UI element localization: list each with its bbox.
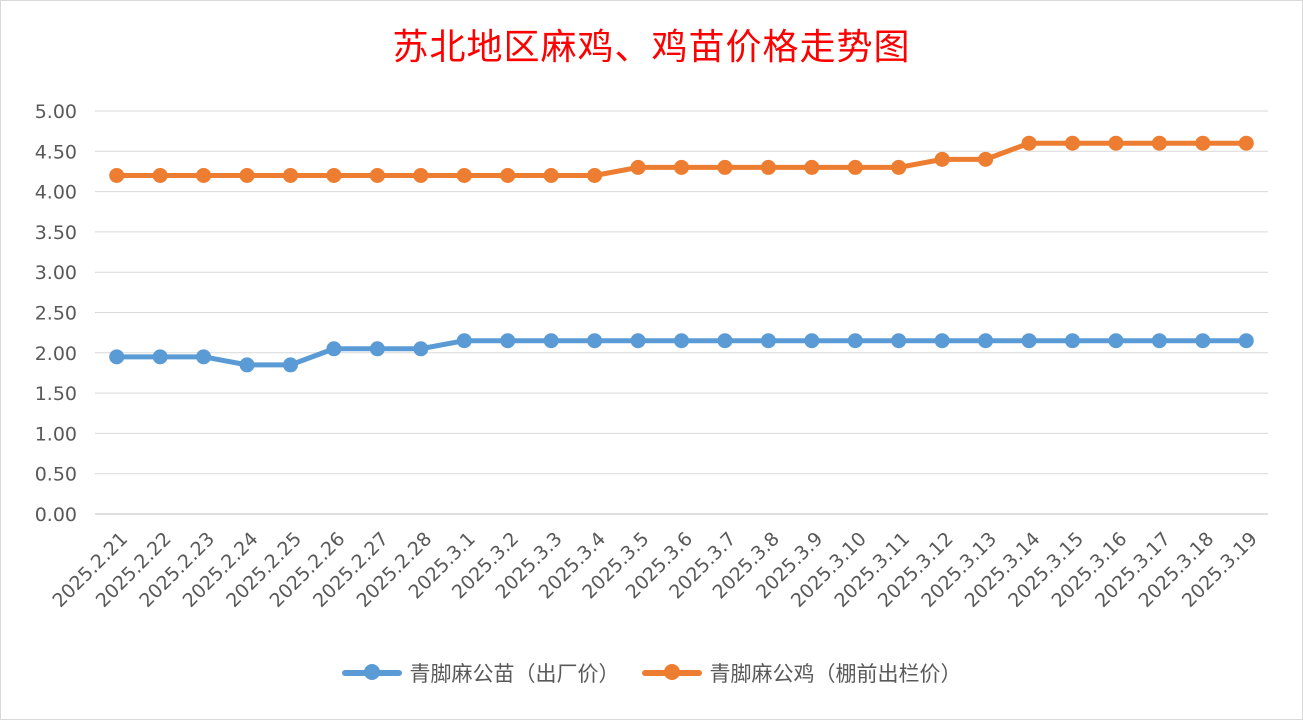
data-point-series-1: [1151, 135, 1167, 151]
data-point-series-0: [543, 333, 559, 349]
data-point-series-1: [326, 167, 342, 183]
data-point-series-1: [760, 159, 776, 175]
data-point-series-1: [1238, 135, 1254, 151]
data-point-series-0: [1151, 333, 1167, 349]
legend-marker-rooster: [641, 664, 702, 680]
data-point-series-0: [196, 349, 212, 365]
data-point-series-0: [1065, 333, 1080, 349]
data-point-series-0: [717, 333, 733, 349]
legend-item-rooster: 青脚麻公鸡（棚前出栏价）: [641, 658, 962, 688]
y-tick-label: 2.50: [35, 303, 77, 325]
data-point-series-1: [500, 167, 516, 183]
legend: 青脚麻公苗（出厂价） 青脚麻公鸡（棚前出栏价）: [0, 658, 1303, 688]
data-point-series-0: [630, 333, 646, 349]
data-point-series-1: [1021, 135, 1037, 151]
data-point-series-0: [1021, 333, 1037, 349]
data-point-series-0: [587, 333, 603, 349]
y-tick-label: 2.00: [35, 343, 77, 365]
data-point-series-1: [369, 167, 385, 183]
data-point-series-1: [804, 159, 820, 175]
legend-label-rooster: 青脚麻公鸡（棚前出栏价）: [709, 662, 962, 686]
y-tick-label: 3.00: [35, 262, 77, 284]
data-point-series-0: [152, 349, 168, 365]
data-point-series-0: [326, 341, 342, 357]
data-point-series-0: [369, 341, 385, 357]
data-point-series-0: [283, 357, 298, 373]
data-point-series-1: [109, 167, 125, 183]
data-point-series-1: [1108, 135, 1124, 151]
data-point-series-0: [413, 341, 429, 357]
data-point-series-1: [891, 159, 907, 175]
data-point-series-0: [500, 333, 516, 349]
data-point-series-1: [456, 167, 472, 183]
y-tick-label: 3.50: [35, 222, 77, 244]
data-point-series-0: [891, 333, 907, 349]
data-point-series-1: [978, 151, 994, 167]
y-tick-label: 1.00: [35, 423, 77, 445]
y-tick-label: 0.00: [35, 504, 77, 526]
y-tick-label: 4.50: [35, 141, 77, 163]
y-tick-label: 0.50: [35, 464, 77, 486]
data-point-series-0: [1195, 333, 1211, 349]
data-point-series-1: [587, 167, 603, 183]
data-point-series-1: [1195, 135, 1211, 151]
data-point-series-1: [239, 167, 255, 183]
data-point-series-1: [413, 167, 429, 183]
data-point-series-1: [934, 151, 950, 167]
data-point-series-1: [196, 167, 212, 183]
data-point-series-1: [152, 167, 168, 183]
data-point-series-0: [804, 333, 820, 349]
data-point-series-1: [543, 167, 559, 183]
data-point-series-1: [630, 159, 646, 175]
data-point-series-0: [674, 333, 689, 349]
data-point-series-0: [109, 349, 125, 365]
data-point-series-0: [847, 333, 863, 349]
data-point-series-0: [978, 333, 994, 349]
legend-label-chick: 青脚麻公苗（出厂价）: [409, 662, 620, 686]
data-point-series-1: [1065, 135, 1080, 151]
y-tick-label: 4.00: [35, 182, 77, 204]
data-point-series-0: [239, 357, 255, 373]
data-point-series-1: [283, 167, 298, 183]
data-point-series-0: [760, 333, 776, 349]
data-point-series-0: [1108, 333, 1124, 349]
legend-item-chick: 青脚麻公苗（出厂价）: [341, 658, 620, 688]
chart-title: 苏北地区麻鸡、鸡苗价格走势图: [392, 27, 911, 68]
data-point-series-0: [456, 333, 472, 349]
y-tick-label: 5.00: [35, 101, 77, 123]
data-point-series-1: [717, 159, 733, 175]
data-point-series-0: [1238, 333, 1254, 349]
data-point-series-1: [674, 159, 689, 175]
y-tick-label: 1.50: [35, 383, 77, 405]
data-point-series-0: [934, 333, 950, 349]
legend-marker-chick: [341, 664, 402, 680]
data-point-series-1: [847, 159, 863, 175]
